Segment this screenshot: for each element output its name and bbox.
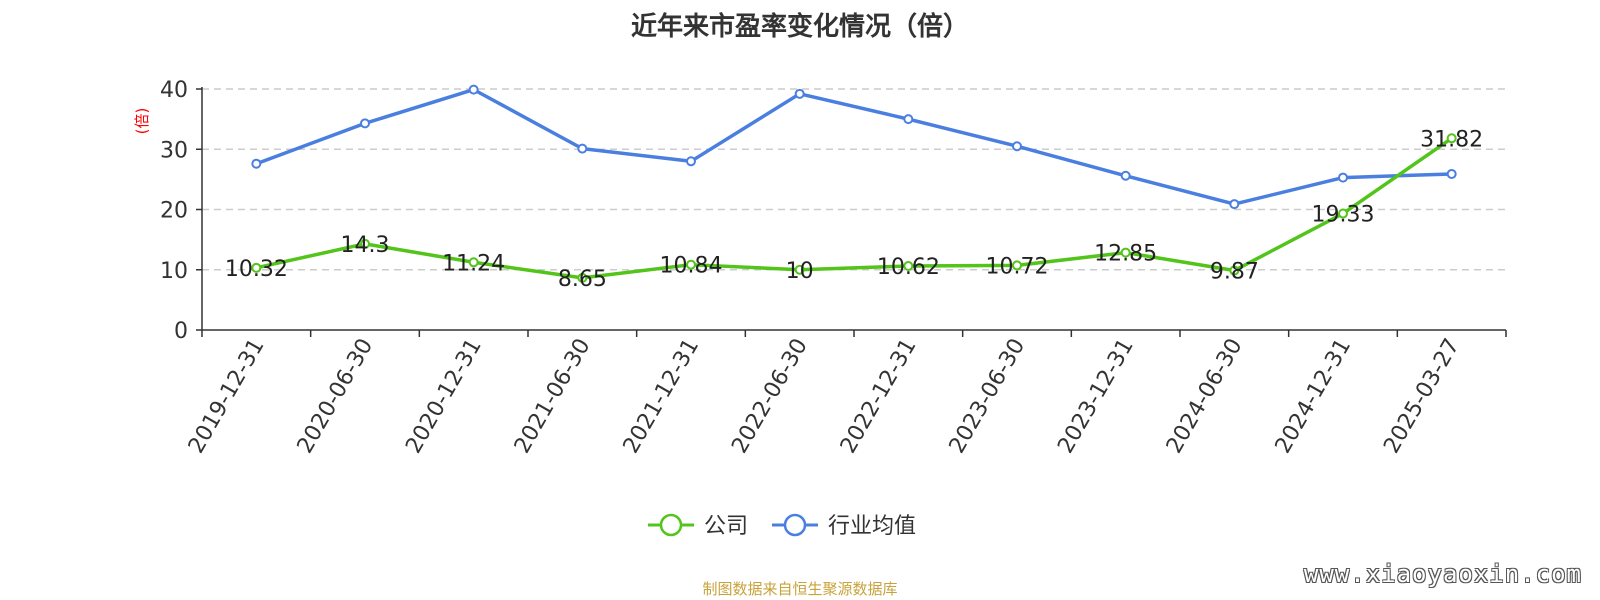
data-point	[1229, 265, 1240, 276]
data-point	[903, 261, 914, 272]
legend-marker	[783, 513, 807, 537]
data-point	[794, 88, 805, 99]
series-layer	[251, 84, 1457, 283]
legend-label: 公司	[704, 514, 748, 539]
x-tick-label: 2020-12-31	[401, 335, 487, 458]
x-tick-label: 2024-12-31	[1271, 335, 1357, 458]
y-tick-label: 30	[160, 138, 188, 163]
x-tick-label: 2023-06-30	[945, 335, 1031, 458]
data-point	[686, 156, 696, 167]
data-point	[1012, 260, 1022, 271]
data-point	[251, 262, 262, 273]
data-label: 10.32	[225, 257, 288, 282]
data-label: 10	[786, 259, 814, 284]
data-point	[468, 257, 479, 268]
x-tick-label: 2022-12-31	[836, 335, 922, 458]
y-axis-unit: (倍)	[133, 108, 151, 135]
y-tick-label: 20	[160, 199, 188, 224]
data-point	[1338, 208, 1348, 219]
data-point	[686, 259, 696, 270]
data-point	[1120, 170, 1131, 181]
data-label: 31.82	[1420, 127, 1483, 152]
data-point	[1338, 172, 1348, 183]
data-label: 10.72	[986, 254, 1049, 279]
data-label-layer: 10.32 14.3 11.24 8.65 10.84 10 10.62 10.72 12.85…	[225, 127, 1483, 292]
legend-label: 行业均值	[828, 514, 916, 539]
x-tick-label: 2022-06-30	[727, 335, 813, 458]
data-label: 14.3	[341, 233, 390, 258]
watermark: www.xiaoyaoxin.com	[1303, 560, 1582, 588]
data-label: 11.24	[442, 251, 505, 276]
y-tick-label: 40	[160, 78, 188, 103]
data-label: 10.84	[660, 254, 723, 279]
data-point	[360, 118, 370, 129]
data-label: 12.85	[1094, 242, 1157, 267]
x-tick-label: 2021-12-31	[619, 335, 705, 458]
data-source-note: 制图数据来自恒生聚源数据库	[702, 580, 898, 598]
data-point	[577, 272, 588, 283]
data-label: 19.33	[1312, 203, 1375, 228]
legend: 公司 行业均值	[648, 513, 916, 539]
data-point	[1012, 141, 1022, 152]
data-point	[794, 264, 805, 275]
chart-title: 近年来市盈率变化情况（倍）	[630, 12, 969, 42]
data-label: 9.87	[1210, 260, 1259, 285]
y-tick-label: 0	[174, 319, 188, 344]
x-tick-label: 2021-06-30	[510, 335, 596, 458]
grid-layer	[202, 88, 1506, 271]
data-point	[360, 238, 370, 249]
data-label: 8.65	[558, 267, 607, 292]
data-label: 10.62	[877, 255, 940, 280]
x-tick-label: 2020-06-30	[293, 335, 379, 458]
series-line-0	[255, 136, 1453, 280]
x-tick-label: 2025-03-27	[1379, 335, 1465, 458]
data-point	[468, 84, 479, 95]
y-tick-label: 10	[160, 259, 188, 284]
data-point	[1120, 247, 1131, 258]
series-line-1	[255, 87, 1452, 206]
x-tick-label: 2019-12-31	[184, 335, 270, 458]
data-point	[1446, 168, 1457, 179]
x-tick-label: 2023-12-31	[1053, 335, 1139, 458]
data-point	[251, 158, 262, 169]
data-point	[577, 143, 588, 154]
data-point	[903, 114, 914, 125]
data-point	[1229, 199, 1240, 210]
legend-marker	[659, 513, 683, 537]
data-point	[1446, 133, 1457, 144]
x-tick-label: 2024-06-30	[1162, 335, 1248, 458]
